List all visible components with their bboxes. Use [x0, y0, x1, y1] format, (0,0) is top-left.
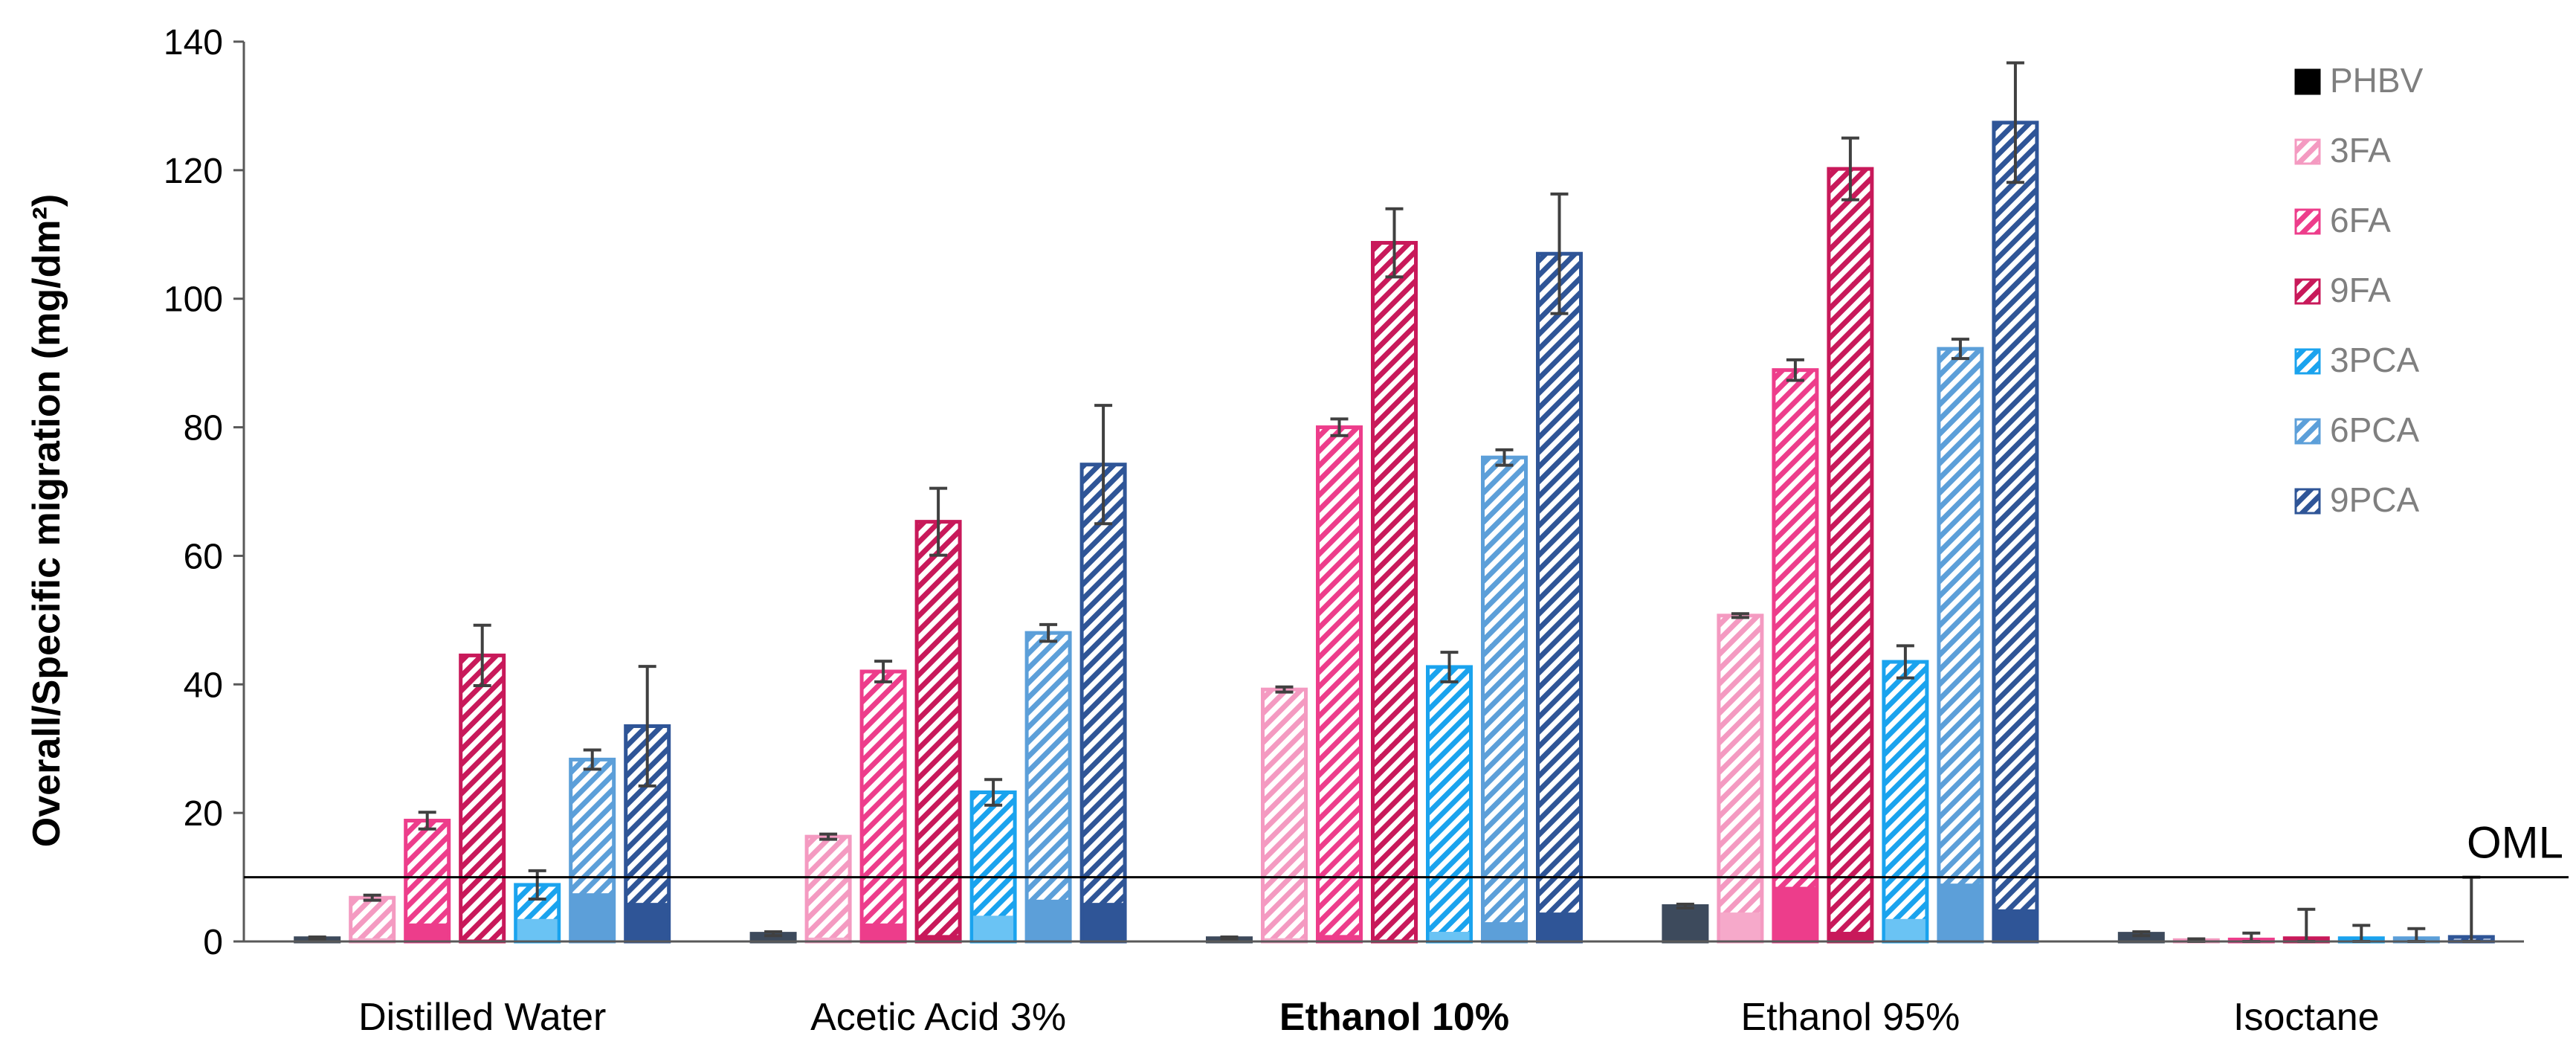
specific-segment-6pca-acetic-acid-3: [1028, 899, 1069, 941]
bar-6pca-ethanol-95: [1937, 347, 1984, 944]
specific-segment-3fa-acetic-acid-3: [808, 937, 849, 941]
legend-label: 6PCA: [2330, 410, 2419, 449]
category-group-isoctane: [2117, 875, 2495, 944]
specific-segment-6pca-ethanol-10: [1484, 922, 1525, 941]
bar-9pca-acetic-acid-3: [1079, 463, 1127, 944]
legend-label: PHBV: [2330, 61, 2424, 100]
legend-item-3pca: 3PCA: [2294, 341, 2419, 379]
specific-segment-3pca-acetic-acid-3: [973, 915, 1014, 941]
bar-9pca-ethanol-95: [1992, 120, 2039, 944]
legend-label: 3FA: [2330, 131, 2391, 170]
specific-segment-6fa-ethanol-10: [1319, 935, 1360, 941]
x-category-label-acetic-acid-3: Acetic Acid 3%: [810, 996, 1066, 1039]
bar-3pca-ethanol-95: [1882, 660, 1929, 944]
legend-label: 3PCA: [2330, 341, 2419, 379]
legend-item-6fa: 6FA: [2294, 201, 2391, 239]
legend-swatch: [2294, 278, 2321, 305]
legend-label: 9FA: [2330, 271, 2391, 309]
category-group-acetic-acid-3: [749, 404, 1127, 944]
category-group-ethanol-95: [1662, 61, 2039, 944]
legend-swatch: [2294, 208, 2321, 235]
bar-6pca-acetic-acid-3: [1024, 631, 1072, 944]
legend-item-9fa: 9FA: [2294, 271, 2391, 309]
specific-segment-6fa-distilled-water: [407, 923, 448, 941]
legend-label: 6FA: [2330, 201, 2391, 239]
y-tick-label: 60: [184, 537, 223, 576]
legend-swatch: [2294, 138, 2321, 165]
bar-3pca-ethanol-10: [1426, 665, 1473, 944]
specific-segment-3pca-ethanol-95: [1885, 918, 1925, 941]
y-tick-label: 40: [184, 666, 223, 705]
bar-3fa-acetic-acid-3: [804, 834, 852, 944]
bar-6pca-ethanol-10: [1481, 455, 1528, 944]
bar-9fa-acetic-acid-3: [914, 520, 962, 944]
bar-6fa-ethanol-95: [1772, 368, 1819, 944]
legend-label: 9PCA: [2330, 480, 2419, 519]
specific-segment-6fa-acetic-acid-3: [863, 923, 904, 941]
category-group-ethanol-10: [1206, 192, 1583, 944]
specific-segment-9fa-acetic-acid-3: [918, 935, 959, 941]
y-tick-label: 120: [164, 152, 223, 191]
specific-segment-3fa-distilled-water: [352, 938, 393, 941]
legend-swatch: [2294, 488, 2321, 515]
specific-segment-9pca-ethanol-10: [1539, 912, 1580, 941]
specific-segment-3pca-ethanol-10: [1429, 932, 1470, 941]
legend-swatch: [2294, 348, 2321, 375]
x-category-label-distilled-water: Distilled Water: [358, 996, 606, 1039]
bar-9fa-distilled-water: [459, 653, 506, 944]
x-category-label-ethanol-95: Ethanol 95%: [1740, 996, 1960, 1039]
bar-6fa-acetic-acid-3: [859, 669, 907, 944]
bar-phbv-ethanol-95: [1662, 904, 1709, 944]
bar-9fa-ethanol-95: [1827, 167, 1874, 944]
x-category-label-isoctane: Isoctane: [2233, 996, 2380, 1039]
y-axis-label: Overall/Specific migration (mg/dm²): [25, 194, 68, 847]
x-category-label-ethanol-10: Ethanol 10%: [1279, 996, 1509, 1039]
specific-segment-6pca-ethanol-95: [1940, 883, 1981, 941]
bar-9fa-ethanol-10: [1371, 241, 1418, 944]
category-group-distilled-water: [294, 623, 671, 944]
y-tick-label: 20: [184, 794, 223, 834]
specific-segment-9pca-acetic-acid-3: [1083, 903, 1124, 941]
legend-item-phbv: PHBV: [2294, 61, 2424, 100]
specific-segment-3fa-ethanol-10: [1264, 938, 1305, 941]
specific-segment-9fa-ethanol-95: [1830, 932, 1870, 941]
legend-item-3fa: 3FA: [2294, 131, 2391, 170]
legend-item-9pca: 9PCA: [2294, 480, 2419, 519]
y-tick-label: 100: [164, 280, 223, 320]
legend-item-6pca: 6PCA: [2294, 410, 2419, 449]
bar-6fa-distilled-water: [404, 819, 451, 944]
specific-segment-3pca-distilled-water: [517, 918, 558, 941]
y-tick-label: 0: [203, 923, 223, 962]
bar-3fa-ethanol-95: [1717, 614, 1764, 944]
bar-6fa-ethanol-10: [1316, 425, 1363, 944]
specific-segment-6fa-ethanol-95: [1775, 886, 1815, 941]
bar-3fa-distilled-water: [349, 895, 396, 944]
bar-3fa-ethanol-10: [1261, 687, 1308, 944]
y-tick-label: 80: [184, 409, 223, 448]
oml-label: OML: [2467, 818, 2563, 868]
specific-segment-3fa-ethanol-95: [1720, 912, 1760, 941]
specific-segment-9pca-distilled-water: [627, 903, 668, 941]
specific-segment-6pca-distilled-water: [572, 893, 613, 941]
y-tick-label: 140: [164, 23, 223, 62]
bar-9pca-ethanol-10: [1536, 251, 1583, 944]
legend-swatch: [2294, 68, 2321, 95]
legend-swatch: [2294, 418, 2321, 445]
specific-segment-9pca-ethanol-95: [1995, 909, 2036, 941]
